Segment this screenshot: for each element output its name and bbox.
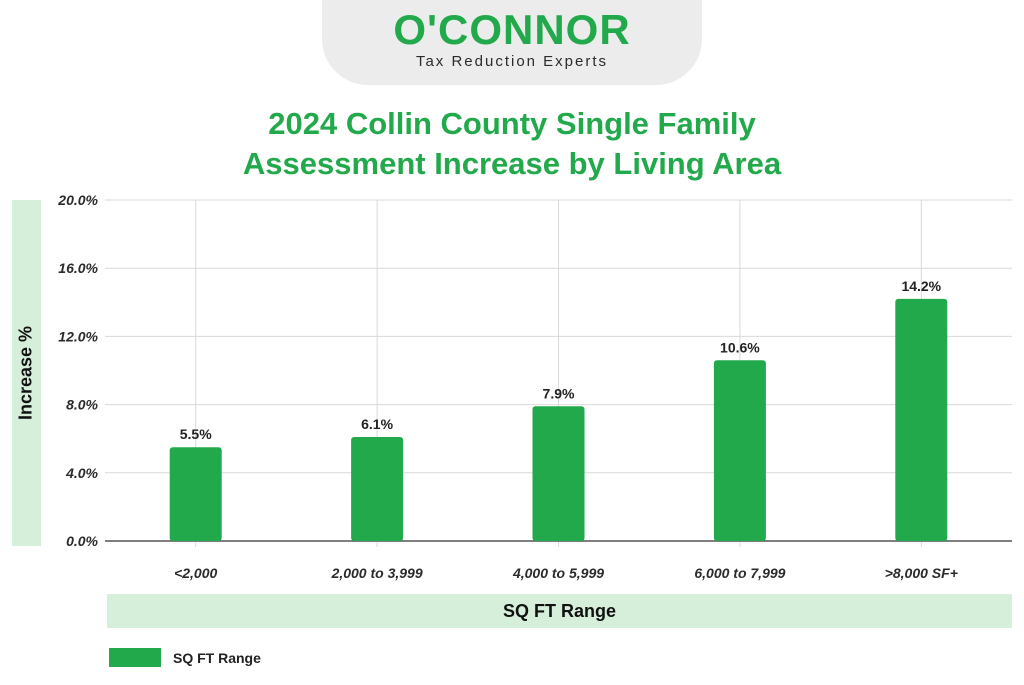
bar-chart: 0.0% 4.0% 8.0% 12.0% 16.0% 20.0% 5.5% 6.1% 7.9%… (57, 192, 1012, 581)
bar (351, 436, 404, 541)
brand-logo: O'CONNOR (393, 6, 631, 53)
chart-title-line-2: Assessment Increase by Living Area (242, 146, 782, 181)
chart-title: 2024 Collin County Single Family Assessm… (0, 104, 1024, 184)
y-tick-label: 12.0% (58, 328, 98, 344)
brand-tagline: Tax Reduction Experts (415, 53, 609, 70)
legend: SQ FT Range (109, 648, 261, 667)
legend-swatch (109, 648, 161, 667)
data-label: 10.6% (720, 339, 760, 355)
x-axis-label-band (107, 594, 1012, 628)
data-label: 5.5% (180, 426, 212, 442)
chart-title-line-1: 2024 Collin County Single Family (268, 106, 756, 141)
bar (169, 447, 222, 541)
bar (895, 298, 948, 541)
x-axis-ticks: <2,000 2,000 to 3,999 4,000 to 5,999 6,000 … (174, 565, 958, 581)
logo-background (322, 0, 702, 85)
x-tick-label: <2,000 (174, 565, 217, 581)
legend-label: SQ FT Range (173, 649, 261, 666)
y-tick-label: 0.0% (66, 533, 98, 549)
data-labels: 5.5% 6.1% 7.9% 10.6% 14.2% (180, 278, 942, 442)
y-axis-ticks: 0.0% 4.0% 8.0% 12.0% 16.0% 20.0% (57, 192, 98, 549)
bar (532, 406, 585, 541)
y-tick-label: 20.0% (57, 192, 98, 208)
y-tick-label: 16.0% (58, 260, 98, 276)
data-label: 7.9% (543, 385, 575, 401)
data-label: 6.1% (361, 416, 393, 432)
x-tick-label: 2,000 to 3,999 (331, 565, 423, 581)
x-tick-label: 4,000 to 5,999 (512, 565, 604, 581)
y-tick-label: 4.0% (65, 465, 98, 481)
x-tick-label: 6,000 to 7,999 (694, 565, 785, 581)
bars (169, 298, 948, 541)
x-tick-label: >8,000 SF+ (885, 565, 958, 581)
x-axis-label: SQ FT Range (502, 601, 616, 621)
y-tick-label: 8.0% (66, 397, 98, 413)
bar (713, 360, 766, 541)
data-label: 14.2% (901, 278, 941, 294)
y-axis-label-band (12, 200, 41, 546)
